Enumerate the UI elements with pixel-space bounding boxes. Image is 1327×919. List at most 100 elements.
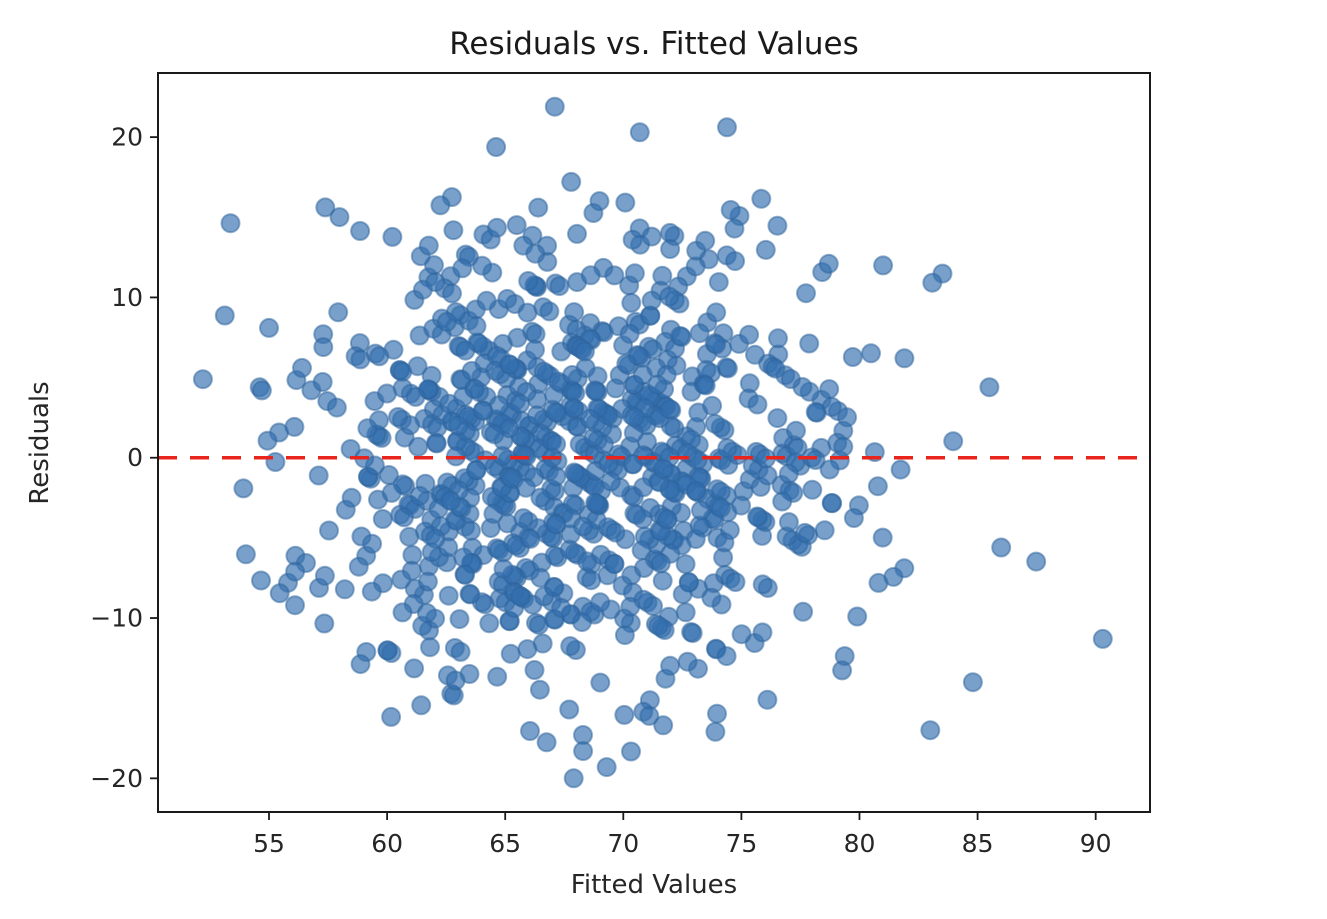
scatter-point <box>192 369 213 390</box>
scatter-point <box>632 364 653 385</box>
x-tick-label: 70 <box>607 829 639 858</box>
scatter-point <box>717 438 738 459</box>
scatter-point <box>767 215 788 236</box>
scatter-point <box>507 327 528 348</box>
scatter-point <box>581 570 602 591</box>
scatter-point <box>466 460 487 481</box>
scatter-point <box>979 377 1000 398</box>
scatter-point <box>704 413 725 434</box>
scatter-point <box>650 553 671 574</box>
scatter-point <box>615 192 636 213</box>
scatter-point <box>695 230 716 251</box>
scatter-point <box>426 433 447 454</box>
scatter-point <box>319 520 339 541</box>
scatter-point <box>579 408 600 429</box>
scatter-point <box>659 286 680 307</box>
chart-title: Residuals vs. Fitted Values <box>449 26 859 62</box>
scatter-point <box>705 721 726 742</box>
scatter-point <box>473 400 494 421</box>
scatter-point <box>409 485 430 506</box>
scatter-point <box>677 651 698 672</box>
scatter-point <box>653 458 674 479</box>
scatter-point <box>517 639 538 660</box>
scatter-point <box>616 353 637 374</box>
plot-area: 55 60 65 70 75 80 85 90 −20 −10 0 10 20 <box>90 72 1151 858</box>
scatter-point <box>377 640 398 661</box>
scatter-point <box>562 365 583 385</box>
scatter-point <box>639 705 660 726</box>
scatter-point <box>943 431 964 452</box>
scatter-point <box>493 558 514 579</box>
scatter-point <box>682 623 703 644</box>
scatter-point <box>833 436 854 457</box>
scatter-point <box>600 471 621 492</box>
scatter-point <box>438 585 459 606</box>
scatter-point <box>513 508 534 529</box>
scatter-point <box>755 239 776 260</box>
scatter-point <box>284 416 305 437</box>
scatter-point <box>794 522 815 543</box>
scatter-point <box>361 581 382 602</box>
scatter-point <box>586 381 606 402</box>
scatter-point <box>564 543 585 564</box>
scatter-point <box>251 380 272 401</box>
x-axis-label: Fitted Values <box>571 870 737 900</box>
scatter-point <box>525 339 545 360</box>
scatter-point <box>484 424 505 445</box>
scatter-point <box>802 479 823 500</box>
scatter-point <box>867 476 888 497</box>
scatter-point <box>604 265 625 286</box>
scatter-point <box>350 221 371 241</box>
scatter-point <box>461 360 482 381</box>
scatter-point <box>714 532 735 553</box>
scatter-point <box>747 394 768 415</box>
scatter-point <box>580 265 601 286</box>
scatter-point <box>510 586 531 607</box>
scatter-point <box>487 666 508 687</box>
scatter-point <box>772 491 793 512</box>
scatter-point <box>544 96 565 117</box>
scatter-point <box>564 302 585 323</box>
y-tick-label: −20 <box>90 764 143 793</box>
scatter-point <box>525 243 546 264</box>
x-tick-label: 55 <box>253 829 285 858</box>
scatter-point <box>442 283 462 304</box>
scatter-point <box>259 317 279 338</box>
scatter-point <box>479 613 500 634</box>
scatter-point <box>546 466 567 487</box>
scatter-point <box>847 606 868 627</box>
scatter-point <box>407 356 428 377</box>
scatter-point <box>678 572 699 593</box>
scatter-point <box>292 357 312 378</box>
scatter-point <box>724 218 745 239</box>
scatter-point <box>530 567 551 588</box>
x-tick-label: 90 <box>1080 829 1112 858</box>
scatter-point <box>381 482 402 503</box>
scatter-point <box>506 215 527 236</box>
scatter-point <box>922 272 943 293</box>
y-tick-label: 0 <box>127 443 143 472</box>
scatter-point <box>455 564 476 585</box>
scatter-point <box>622 229 643 250</box>
scatter-point <box>843 508 864 528</box>
scatter-point <box>326 397 347 418</box>
scatter-point <box>257 430 278 451</box>
scatter-point <box>631 540 652 561</box>
scatter-point <box>883 566 904 587</box>
scatter-point <box>445 670 466 691</box>
scatter-point <box>590 592 611 613</box>
scatter-point <box>757 689 778 710</box>
scatter-point <box>991 537 1012 558</box>
scatter-point <box>308 465 329 486</box>
scatter-point <box>675 554 696 575</box>
scatter-point <box>690 500 711 521</box>
scatter-point <box>725 251 746 272</box>
scatter-point <box>805 402 826 422</box>
scatter-point <box>520 528 541 549</box>
scatter-point <box>706 302 727 323</box>
scatter-point <box>717 117 737 138</box>
scatter-point <box>641 226 662 247</box>
scatter-point <box>623 454 644 475</box>
scatter-point <box>411 695 432 716</box>
scatter-point <box>487 217 507 238</box>
